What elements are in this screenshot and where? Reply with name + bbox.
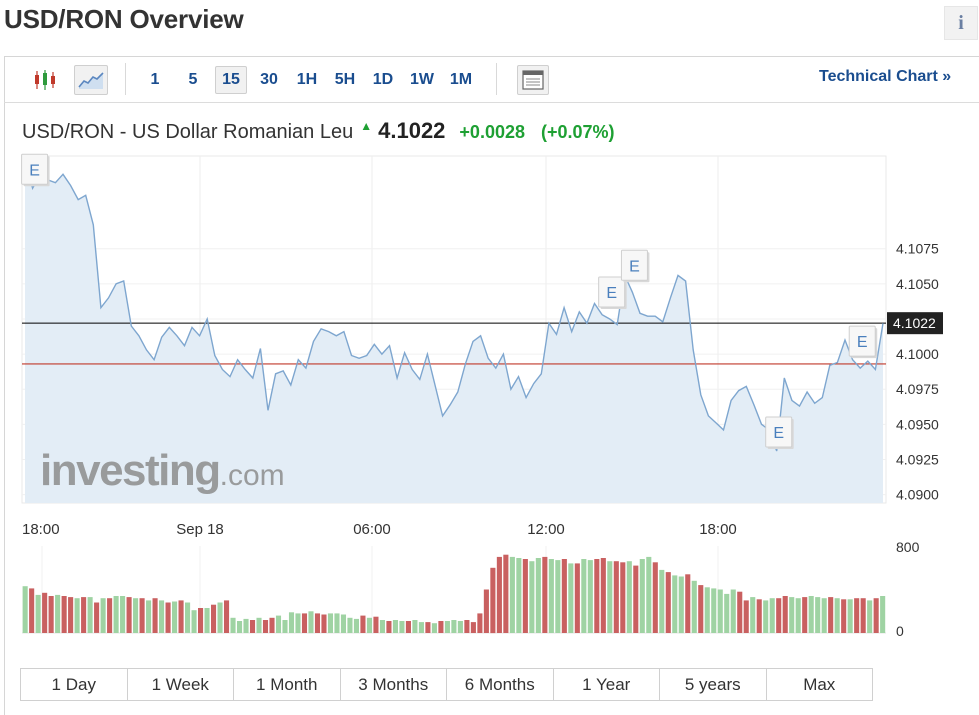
page-title: USD/RON Overview xyxy=(4,4,244,34)
instrument-name: USD/RON - US Dollar Romanian Leu xyxy=(22,121,354,143)
price-change-percent: (+0.07%) xyxy=(541,122,615,142)
range-tab-1-month[interactable]: 1 Month xyxy=(233,669,340,700)
range-tab-1-day[interactable]: 1 Day xyxy=(21,669,127,700)
timeframe-1d[interactable]: 1D xyxy=(372,71,394,88)
up-arrow-icon: ▲ xyxy=(360,119,373,133)
candlestick-chart-icon[interactable] xyxy=(30,65,60,95)
info-icon[interactable]: i xyxy=(944,6,978,40)
range-tab-6-months[interactable]: 6 Months xyxy=(446,669,553,700)
price-change: +0.0028 xyxy=(459,122,525,142)
timeframe-15[interactable]: 15 xyxy=(215,66,247,94)
quote-header: USD/RON - US Dollar Romanian Leu ▲ 4.102… xyxy=(22,118,615,146)
timeframe-1h[interactable]: 1H xyxy=(296,71,318,88)
technical-chart-link[interactable]: Technical Chart » xyxy=(819,68,952,85)
timeframe-5h[interactable]: 5H xyxy=(334,71,356,88)
last-price: 4.1022 xyxy=(378,118,446,143)
timeframe-5[interactable]: 5 xyxy=(188,71,198,88)
chart-toolbar: 1 5 15 30 1H 5H 1D 1W 1M Technical Chart… xyxy=(4,57,979,103)
table-view-icon[interactable] xyxy=(517,65,549,95)
toolbar-separator xyxy=(496,63,497,95)
range-tabs: 1 Day 1 Week 1 Month 3 Months 6 Months 1… xyxy=(20,668,873,701)
range-tab-5-years[interactable]: 5 years xyxy=(659,669,766,700)
line-chart-icon[interactable] xyxy=(74,65,108,95)
range-tab-3-months[interactable]: 3 Months xyxy=(339,669,446,700)
timeframe-30[interactable]: 30 xyxy=(260,71,278,88)
timeframe-1[interactable]: 1 xyxy=(150,71,160,88)
range-tab-1-year[interactable]: 1 Year xyxy=(552,669,659,700)
timeframe-1m[interactable]: 1M xyxy=(449,71,473,88)
toolbar-separator xyxy=(125,63,126,95)
range-tab-1-week[interactable]: 1 Week xyxy=(126,669,233,700)
timeframe-1w[interactable]: 1W xyxy=(410,71,434,88)
chart-panel xyxy=(4,56,979,715)
range-tab-max[interactable]: Max xyxy=(765,669,872,700)
